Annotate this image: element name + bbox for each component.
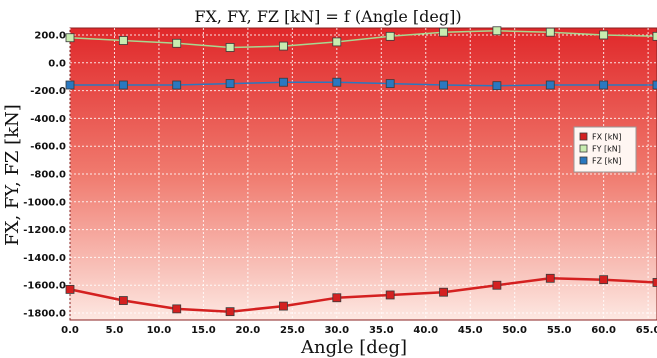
- data-point: [172, 80, 182, 90]
- data-point: [385, 290, 395, 300]
- data-point: [439, 287, 448, 297]
- data-point: [172, 304, 182, 314]
- series-layer: [65, 26, 657, 317]
- legend-label: FZ [kN]: [592, 157, 621, 166]
- data-point: [599, 275, 609, 285]
- legend-label: FX [kN]: [592, 133, 621, 142]
- data-point: [599, 80, 609, 90]
- y-tick-label: 200.0: [34, 30, 66, 41]
- x-tick-label: 40.0: [413, 325, 438, 336]
- y-axis-ticks: 200.0 0.0 -200.0 -400.0 -600.0 -800.0 -1000.0 -…: [23, 30, 66, 319]
- x-tick-label: 5.0: [106, 325, 124, 336]
- data-point: [652, 278, 657, 287]
- series-2: [65, 77, 657, 91]
- data-point: [279, 301, 288, 311]
- legend: FX [kN] FY [kN] FZ [kN]: [573, 126, 637, 173]
- x-axis-label: Angle [deg]: [300, 337, 407, 358]
- x-tick-label: 25.0: [280, 325, 305, 336]
- data-point: [118, 296, 128, 305]
- x-tick-label: 65.0: [636, 325, 657, 336]
- y-tick-label: -1000.0: [23, 197, 66, 208]
- x-tick-label: 10.0: [147, 325, 172, 336]
- series-1: [65, 26, 657, 52]
- chart-title: FX, FY, FZ [kN] = f (Angle [deg]): [194, 7, 461, 26]
- data-point: [652, 31, 657, 41]
- data-point: [492, 280, 502, 290]
- series-0: [65, 273, 657, 317]
- data-point: [65, 80, 75, 90]
- data-point: [279, 41, 288, 51]
- series-line: [69, 277, 657, 313]
- data-point: [225, 79, 235, 89]
- x-tick-label: 35.0: [369, 325, 394, 336]
- data-point: [439, 80, 448, 90]
- legend-label: FY [kN]: [592, 145, 621, 154]
- data-point: [439, 27, 448, 37]
- data-point: [65, 33, 75, 43]
- y-tick-label: -800.0: [30, 170, 66, 181]
- y-tick-label: -1600.0: [23, 281, 66, 292]
- x-tick-label: 50.0: [502, 325, 527, 336]
- data-point: [332, 77, 342, 87]
- x-tick-label: 45.0: [458, 325, 483, 336]
- legend-marker: [579, 144, 588, 153]
- series-line: [70, 81, 657, 87]
- data-point: [332, 37, 342, 47]
- y-tick-label: -200.0: [30, 86, 66, 97]
- legend-marker: [579, 132, 588, 141]
- data-point: [172, 38, 182, 48]
- data-point: [385, 79, 395, 89]
- data-point: [65, 285, 75, 294]
- y-tick-label: -1400.0: [23, 253, 66, 264]
- x-tick-label: 55.0: [547, 325, 572, 336]
- y-tick-label: -600.0: [30, 142, 66, 153]
- data-point: [545, 273, 555, 283]
- series-line: [69, 30, 657, 49]
- data-point: [279, 77, 288, 87]
- x-tick-label: 30.0: [324, 325, 349, 336]
- data-point: [492, 26, 502, 36]
- data-point: [118, 36, 128, 45]
- data-point: [225, 43, 235, 52]
- y-axis-label: FX, FY, FZ [kN]: [2, 104, 23, 246]
- data-point: [599, 30, 609, 40]
- y-tick-label: 0.0: [48, 58, 66, 69]
- grid: [69, 28, 657, 320]
- x-tick-label: 60.0: [591, 325, 616, 336]
- data-point: [545, 27, 555, 37]
- data-point: [545, 80, 555, 90]
- y-tick-label: -1800.0: [23, 309, 66, 320]
- data-point: [385, 31, 395, 41]
- legend-marker: [579, 156, 588, 165]
- data-point: [492, 81, 502, 91]
- data-point: [652, 80, 657, 90]
- x-tick-label: 20.0: [236, 325, 261, 336]
- y-tick-label: -400.0: [30, 114, 66, 125]
- data-point: [332, 293, 342, 303]
- x-axis-ticks: 0.0 5.0 10.0 15.0 20.0 25.0 30.0 35.0 40.0 45.0 50…: [61, 325, 657, 336]
- x-tick-label: 15.0: [191, 325, 216, 336]
- x-tick-label: 0.0: [61, 325, 79, 336]
- y-tick-label: -1200.0: [23, 225, 66, 236]
- data-point: [118, 80, 128, 90]
- data-point: [225, 307, 235, 317]
